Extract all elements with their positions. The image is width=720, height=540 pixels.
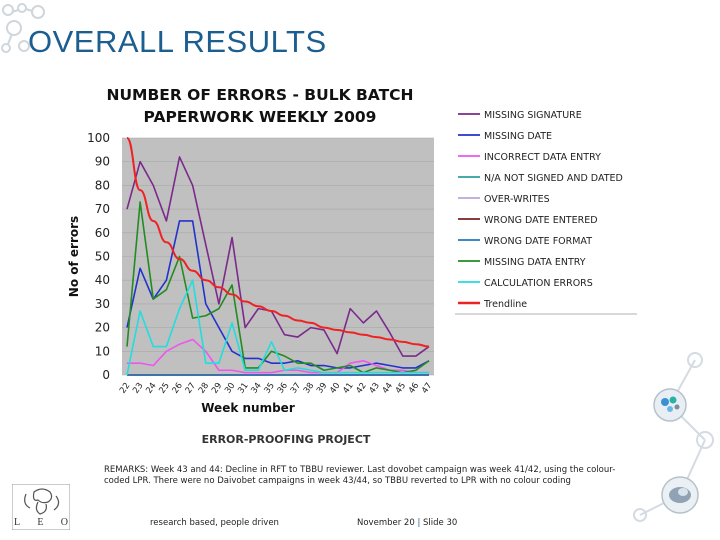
x-tick-label: 30 — [223, 381, 237, 396]
x-tick-label: 25 — [157, 381, 171, 396]
y-tick-label: 20 — [95, 321, 110, 335]
y-axis-label: No of errors — [67, 216, 81, 297]
y-tick-label: 40 — [95, 273, 110, 287]
footer-slide-info: November 20 | Slide 30 — [357, 518, 457, 528]
legend-entry: N/A NOT SIGNED AND DATED — [484, 173, 623, 184]
x-tick-label: 47 — [420, 381, 434, 396]
series-line-trendline — [126, 137, 430, 348]
x-tick-label: 46 — [407, 381, 421, 396]
series-line-missing-signature — [126, 156, 430, 357]
project-label: ERROR-PROOFING PROJECT — [202, 433, 371, 446]
legend-entry: MISSING DATE — [484, 131, 552, 142]
legend-entry: OVER-WRITES — [484, 194, 550, 205]
footer-separator: | — [417, 518, 421, 528]
x-tick-label: 28 — [197, 381, 211, 396]
x-tick-label: 34 — [249, 381, 263, 396]
y-tick-label: 80 — [95, 178, 110, 192]
x-tick-label: 45 — [394, 381, 408, 396]
logo-letter-e: E — [37, 517, 44, 528]
series-line-calculation-errors — [126, 279, 429, 376]
x-tick-label: 37 — [289, 381, 303, 396]
legend-entry: WRONG DATE ENTERED — [484, 215, 598, 226]
series-line-missing-date — [126, 220, 430, 369]
x-tick-label: 40 — [328, 381, 342, 396]
x-tick-label: 44 — [381, 381, 395, 396]
x-tick-label: 27 — [184, 381, 198, 396]
x-tick-label: 35 — [262, 381, 276, 396]
y-tick-label: 10 — [95, 344, 110, 358]
x-tick-label: 26 — [171, 381, 185, 396]
logo-letter-o: O — [60, 517, 68, 528]
y-tick-label: 70 — [95, 202, 110, 216]
molecule-network-icon — [633, 352, 714, 522]
x-tick-label: 24 — [144, 381, 158, 396]
x-tick-label: 31 — [236, 381, 250, 396]
logo-letter-l: L — [14, 517, 21, 528]
x-tick-label: 42 — [354, 381, 368, 396]
legend-entry: MISSING SIGNATURE — [484, 110, 582, 121]
x-tick-label: 38 — [302, 381, 316, 396]
chart-legend: MISSING SIGNATURE MISSING DATE INCORRECT D… — [455, 104, 637, 315]
errors-line-chart: NUMBER OF ERRORS - BULK BATCH PAPERWORK … — [67, 86, 637, 446]
series-line-incorrect-data-entry — [127, 338, 429, 374]
chart-title-line-2: PAPERWORK WEEKLY 2009 — [144, 108, 377, 126]
footer-slogan: research based, people driven — [150, 518, 279, 528]
y-tick-label: 0 — [102, 368, 110, 382]
x-tick-label: 41 — [341, 381, 355, 396]
x-axis-label: Week number — [201, 401, 295, 415]
y-tick-label: 60 — [95, 226, 110, 240]
series-line-missing-data-entry — [126, 201, 430, 374]
x-tick-label: 22 — [118, 381, 132, 396]
chart-title-line-1: NUMBER OF ERRORS - BULK BATCH — [106, 86, 413, 104]
legend-entry: CALCULATION ERRORS — [484, 278, 593, 289]
footer-date: November 20 — [357, 518, 415, 528]
y-tick-label: 50 — [95, 250, 110, 264]
x-tick-label: 36 — [276, 381, 290, 396]
legend-entry: MISSING DATA ENTRY — [484, 257, 586, 268]
legend-entry: Trendline — [483, 299, 527, 310]
leo-lion-logo-icon — [12, 484, 70, 530]
slide-title: OVERALL RESULTS — [28, 24, 327, 59]
legend-entry: WRONG DATE FORMAT — [484, 236, 592, 247]
molecule-decoration-icon — [1, 3, 45, 53]
y-tick-label: 100 — [87, 131, 110, 145]
y-tick-label: 30 — [95, 297, 110, 311]
x-tick-label: 29 — [210, 381, 224, 396]
x-tick-label: 39 — [315, 381, 329, 396]
x-tick-label: 23 — [131, 381, 145, 396]
logo-lettering: L E O — [14, 517, 68, 528]
legend-entry: INCORRECT DATA ENTRY — [484, 152, 601, 163]
remarks-text: REMARKS: Week 43 and 44: Decline in RFT … — [104, 465, 616, 486]
x-tick-label: 43 — [368, 381, 382, 396]
y-tick-label: 90 — [95, 155, 110, 169]
footer-slide-number: Slide 30 — [423, 518, 458, 528]
